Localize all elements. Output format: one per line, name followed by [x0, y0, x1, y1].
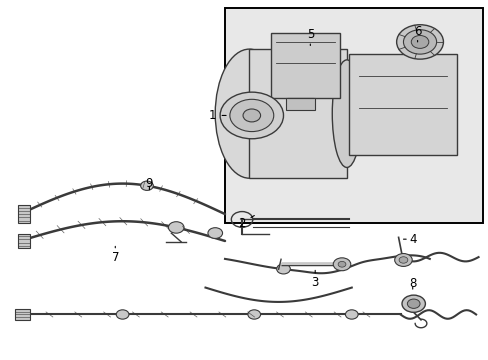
Circle shape: [398, 257, 407, 263]
Circle shape: [243, 109, 260, 122]
Bar: [348, 54, 456, 155]
Bar: [249, 49, 346, 178]
Circle shape: [345, 310, 357, 319]
Circle shape: [141, 181, 153, 190]
Text: 9: 9: [145, 177, 153, 190]
Circle shape: [332, 258, 350, 271]
Bar: [15, 309, 30, 320]
Bar: [271, 33, 339, 98]
Circle shape: [116, 310, 129, 319]
Circle shape: [396, 25, 443, 59]
Circle shape: [247, 310, 260, 319]
Text: 6: 6: [413, 25, 421, 42]
Text: 5: 5: [306, 28, 313, 45]
Bar: [285, 98, 315, 110]
Circle shape: [168, 222, 183, 233]
Bar: [18, 234, 30, 248]
Circle shape: [407, 299, 419, 309]
Ellipse shape: [331, 60, 361, 167]
Circle shape: [401, 295, 425, 312]
Bar: [224, 8, 483, 223]
Circle shape: [394, 253, 411, 266]
Circle shape: [207, 228, 222, 238]
Ellipse shape: [215, 49, 283, 178]
Circle shape: [276, 264, 290, 274]
Text: 7: 7: [111, 246, 119, 264]
Text: 2: 2: [238, 216, 254, 230]
Circle shape: [337, 261, 345, 267]
Circle shape: [410, 36, 428, 48]
Text: 1: 1: [209, 109, 225, 122]
Bar: [18, 205, 30, 223]
Circle shape: [220, 92, 283, 139]
Circle shape: [229, 99, 273, 132]
Text: 4: 4: [403, 233, 416, 246]
Circle shape: [403, 30, 436, 54]
Text: 3: 3: [311, 270, 318, 289]
Text: 8: 8: [408, 278, 416, 291]
